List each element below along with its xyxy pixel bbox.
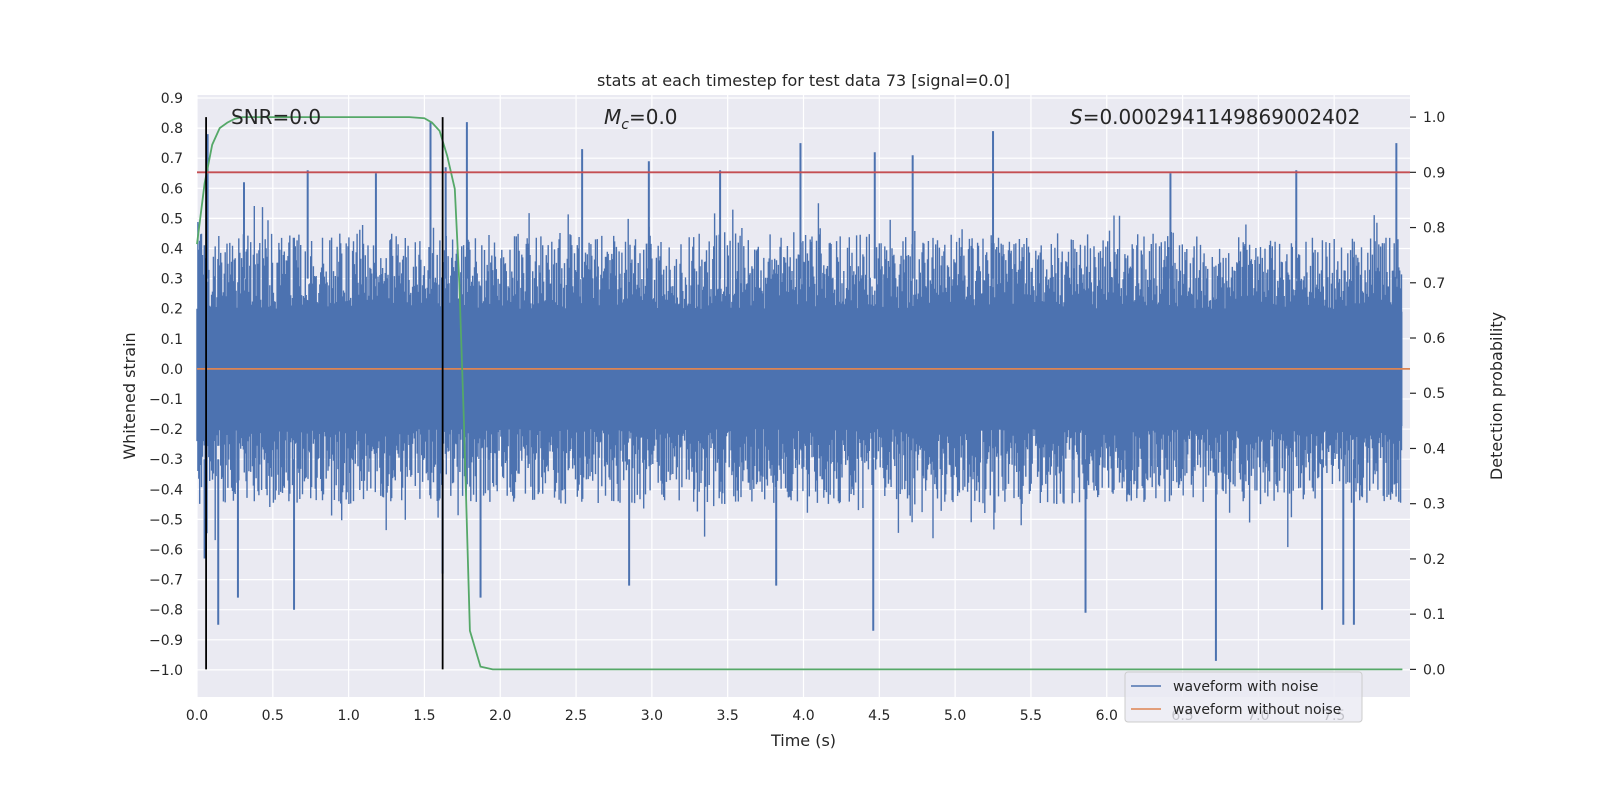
annotation-chirp-mass-symbol: M — [604, 105, 621, 129]
probability-line — [196, 116, 1403, 671]
x-tick-label: 4.5 — [868, 708, 890, 724]
y2-axis-ticks: 1.0 0.9 0.8 0.7 0.6 0.5 0.4 0.3 0.2 0.1 0.0 — [1410, 110, 1445, 678]
annotation-chirp-mass-subscript: c — [621, 117, 629, 133]
y-tick-label: 0.4 — [161, 242, 183, 258]
y-tick-label: 0.0 — [161, 362, 183, 378]
x-tick-label: 0.0 — [186, 708, 208, 724]
y-tick-label: 0.9 — [161, 91, 183, 107]
y-tick-label: −0.1 — [149, 392, 183, 408]
y-tick-label: 0.8 — [161, 121, 183, 137]
y2-tick-label: 0.8 — [1423, 221, 1445, 237]
y2-tick-label: 0.0 — [1423, 662, 1445, 678]
y-tick-label: 0.6 — [161, 181, 183, 197]
y-tick-label: −0.6 — [149, 543, 183, 559]
x-tick-label: 5.0 — [944, 708, 966, 724]
annotation-snr: SNR=0.0 — [231, 105, 321, 129]
vertical-markers — [205, 117, 444, 670]
y2-tick-label: 0.9 — [1423, 165, 1445, 181]
annotation-chirp-mass: Mc=0.0 — [604, 105, 678, 133]
y-tick-label: −0.5 — [149, 512, 183, 528]
y-tick-label: 0.1 — [161, 332, 183, 348]
y2-tick-label: 0.1 — [1423, 607, 1445, 623]
x-tick-label: 3.5 — [717, 708, 739, 724]
annotation-statistic: S=0.0002941149869002402 — [1070, 105, 1360, 129]
x-tick-label: 0.5 — [262, 708, 284, 724]
x-tick-label: 1.5 — [413, 708, 435, 724]
y-tick-label: −0.3 — [149, 452, 183, 468]
y-tick-label: −0.9 — [149, 633, 183, 649]
y2-tick-label: 0.6 — [1423, 331, 1445, 347]
y2-axis-label: Detection probability — [1487, 312, 1506, 480]
y-tick-label: −0.4 — [149, 482, 183, 498]
legend-label-waveform-with-noise: waveform with noise — [1173, 679, 1318, 695]
y2-tick-label: 0.2 — [1423, 552, 1445, 568]
x-axis-label: Time (s) — [770, 731, 836, 750]
y-tick-label: −0.8 — [149, 603, 183, 619]
x-tick-label: 2.5 — [565, 708, 587, 724]
annotation-chirp-mass-value: =0.0 — [629, 105, 678, 129]
x-tick-label: 1.0 — [337, 708, 359, 724]
y-tick-label: 0.2 — [161, 302, 183, 318]
x-tick-label: 3.0 — [641, 708, 663, 724]
y2-tick-label: 0.7 — [1423, 276, 1445, 292]
y-tick-label: 0.7 — [161, 151, 183, 167]
series-detection-probability — [196, 116, 1403, 671]
y-tick-label: −1.0 — [149, 663, 183, 679]
y-axis-label: Whitened strain — [120, 332, 139, 459]
legend-box — [1124, 671, 1363, 723]
y2-tick-label: 0.3 — [1423, 497, 1445, 513]
y2-tick-label: 1.0 — [1423, 110, 1445, 126]
x-tick-label: 6.0 — [1096, 708, 1118, 724]
y-tick-label: −0.7 — [149, 573, 183, 589]
x-tick-label: 4.0 — [792, 708, 814, 724]
annotation-statistic-symbol: S — [1070, 105, 1083, 129]
y2-tick-label: 0.4 — [1423, 441, 1445, 457]
annotation-statistic-value: =0.0002941149869002402 — [1083, 105, 1361, 129]
x-tick-label: 2.0 — [489, 708, 511, 724]
y-tick-label: 0.3 — [161, 272, 183, 288]
y2-tick-label: 0.5 — [1423, 386, 1445, 402]
y-tick-label: 0.5 — [161, 211, 183, 227]
y-axis-ticks: 0.9 0.8 0.7 0.6 0.5 0.4 0.3 0.2 0.1 0.0 −0.1 −0.2 −0… — [149, 91, 183, 679]
legend: waveform with noise waveform without noi… — [1124, 671, 1363, 723]
x-tick-label: 5.5 — [1020, 708, 1042, 724]
y-tick-label: −0.2 — [149, 422, 183, 438]
legend-label-waveform-without-noise: waveform without noise — [1173, 702, 1341, 718]
chart-title: stats at each timestep for test data 73 … — [597, 71, 1010, 90]
